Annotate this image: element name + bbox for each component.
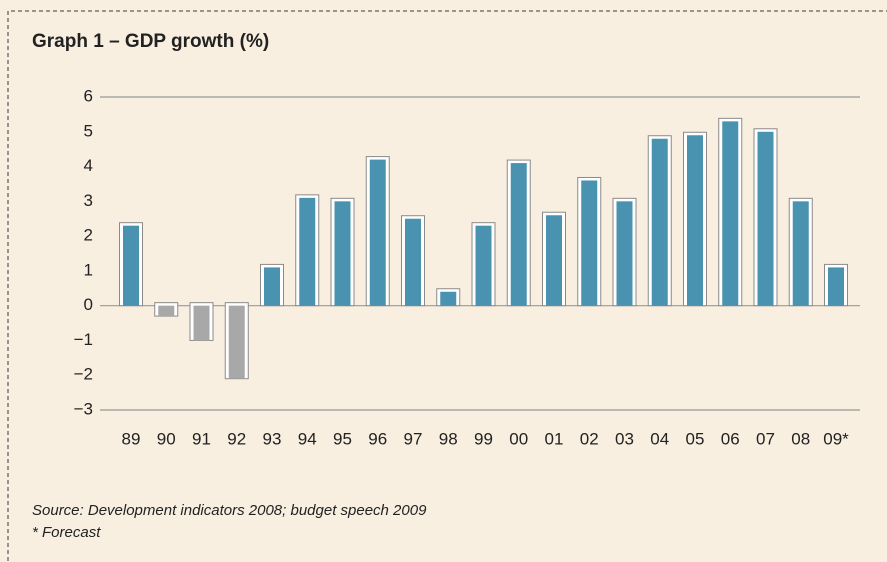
source: Source: Development indicators 2008; bud… — [32, 502, 427, 519]
bar — [264, 267, 280, 306]
bar — [299, 197, 316, 306]
x-tick-label: 08 — [791, 429, 810, 448]
y-tick-label: −3 — [74, 399, 93, 418]
bar — [369, 159, 386, 306]
bar — [687, 135, 703, 306]
x-tick-label: 93 — [263, 429, 282, 448]
bar — [475, 225, 492, 306]
x-tick-label: 04 — [650, 429, 669, 448]
y-tick-label: −1 — [74, 330, 93, 349]
x-tick-label: 91 — [192, 429, 211, 448]
x-tick-label: 95 — [333, 429, 352, 448]
y-tick-label: 4 — [84, 156, 93, 175]
y-tick-label: 0 — [84, 295, 93, 314]
bar — [440, 291, 457, 306]
chart-title: Graph 1 – GDP growth (%) — [32, 31, 269, 52]
bar — [228, 305, 245, 379]
frame — [7, 10, 887, 561]
bar — [616, 201, 633, 306]
bar — [546, 215, 562, 306]
x-tick-label: 05 — [686, 429, 705, 448]
y-tick-label: 3 — [84, 191, 93, 210]
bar — [581, 180, 598, 306]
x-tick-label: 99 — [474, 429, 493, 448]
x-tick-label: 07 — [756, 429, 775, 448]
bar — [722, 121, 739, 306]
x-tick-label: 89 — [122, 429, 141, 448]
x-tick-label: 97 — [404, 429, 423, 448]
bar — [405, 218, 421, 306]
x-tick-label: 00 — [509, 429, 528, 448]
x-tick-label: 01 — [545, 429, 564, 448]
x-tick-label: 94 — [298, 429, 317, 448]
x-tick-label: 90 — [157, 429, 176, 448]
y-tick-label: −2 — [74, 365, 93, 384]
x-tick-label: 02 — [580, 429, 599, 448]
bar — [828, 267, 844, 306]
x-tick-label: 92 — [227, 429, 246, 448]
bar — [158, 305, 175, 317]
x-tick-label: 96 — [368, 429, 387, 448]
x-tick-label: 98 — [439, 429, 458, 448]
note: * Forecast — [32, 524, 101, 541]
bar — [510, 163, 527, 306]
bar — [792, 201, 809, 306]
bar — [334, 201, 351, 306]
x-tick-label: 06 — [721, 429, 740, 448]
bar — [123, 225, 139, 306]
bar — [651, 138, 668, 306]
y-tick-label: 1 — [84, 260, 93, 279]
bar — [757, 131, 774, 306]
bar — [193, 305, 210, 341]
x-tick-label: 03 — [615, 429, 634, 448]
y-tick-label: 5 — [84, 121, 93, 140]
x-tick-label: 09* — [823, 429, 849, 448]
y-tick-label: 2 — [84, 226, 93, 245]
y-tick-label: 6 — [84, 86, 93, 105]
